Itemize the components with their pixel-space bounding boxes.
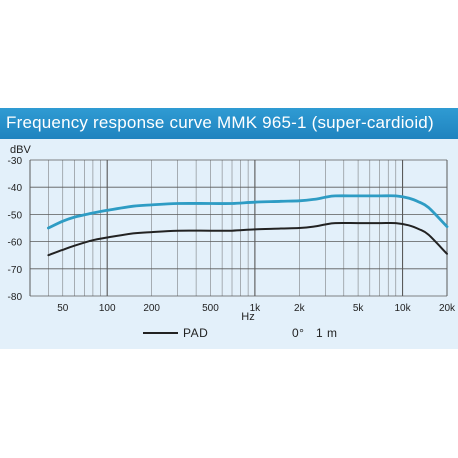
frequency-response-chart: -30 -40 -50 -60 -70 -80 50 100 200 500 1k 2k 5k 10k 20… <box>8 144 457 340</box>
x-tick-label: 50 <box>57 303 69 314</box>
y-tick-label: -60 <box>8 238 23 249</box>
x-tick-label: 500 <box>202 303 219 314</box>
minor-gridlines <box>29 160 448 296</box>
y-tick-label: -80 <box>8 292 23 303</box>
y-axis-unit-label: dBV <box>10 144 31 156</box>
y-tick-label: -70 <box>8 265 23 276</box>
y-tick-label: -40 <box>8 183 23 194</box>
x-tick-label: 2k <box>294 303 306 314</box>
axis-tick-labels: -30 -40 -50 -60 -70 -80 50 100 200 500 1k 2k 5k 10k 20… <box>8 156 457 314</box>
legend-pad-label: PAD <box>183 326 208 340</box>
response-curve <box>47 194 449 230</box>
legend-condition-label: 0° 1 m <box>292 326 337 340</box>
major-gridlines <box>29 159 448 297</box>
x-tick-label: 200 <box>143 303 160 314</box>
y-tick-label: -50 <box>8 210 23 221</box>
x-tick-label: 10k <box>394 303 411 314</box>
x-tick-label: 5k <box>353 303 365 314</box>
x-axis-unit-label: Hz <box>241 311 254 323</box>
title-banner: Frequency response curve MMK 965-1 (supe… <box>0 108 458 139</box>
x-tick-label: 100 <box>99 303 116 314</box>
y-tick-label: -30 <box>8 156 23 167</box>
response-curves <box>47 194 449 257</box>
x-tick-label: 1k <box>250 303 262 314</box>
x-tick-label: 20k <box>439 303 456 314</box>
chart-panel <box>0 139 458 349</box>
chart-title: Frequency response curve MMK 965-1 (supe… <box>6 113 434 132</box>
pad-response-curve <box>47 221 448 257</box>
